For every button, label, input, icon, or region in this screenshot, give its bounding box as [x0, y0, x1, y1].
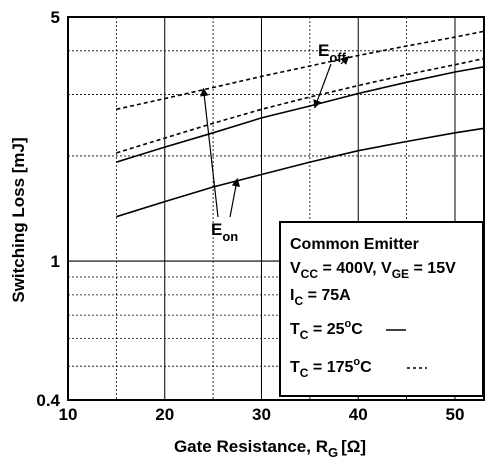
e-on-arrow-solid — [229, 177, 241, 218]
conditions-line-1: Common Emitter — [290, 236, 419, 253]
e-off-label: Eoff — [318, 41, 347, 65]
conditions-box: Common Emitter VCC = 400V, VGE = 15V IC … — [279, 221, 484, 397]
y-axis-title: Switching Loss [mJ] — [9, 137, 28, 302]
e-off-25c-curve — [116, 66, 485, 163]
plot-frame — [67, 16, 485, 401]
x-tick-label: 10 — [59, 405, 78, 424]
conditions-line-2: VCC = 400V, VGE = 15V — [290, 260, 456, 281]
x-tick-label: 20 — [155, 405, 174, 424]
tick-labels: 10 20 30 40 50 0.4 1 5 — [36, 8, 464, 424]
e-on-label: Eon — [211, 220, 238, 244]
e-on-25c-curve — [116, 127, 485, 218]
x-tick-label: 30 — [252, 405, 271, 424]
annotation-arrows — [200, 56, 350, 218]
conditions-line-4: TC = 25oC — [290, 318, 363, 342]
y-tick-label: 1 — [51, 252, 60, 271]
x-tick-label: 40 — [349, 405, 368, 424]
x-axis-title: Gate Resistance, RG [Ω] — [174, 437, 366, 460]
series-curves — [116, 30, 485, 218]
conditions-line-5: TC = 175oC — [290, 356, 372, 380]
y-tick-label: 0.4 — [36, 391, 60, 410]
e-on-175c-curve — [116, 57, 485, 154]
conditions-box-frame — [279, 221, 484, 397]
conditions-line-3: IC = 75A — [290, 287, 351, 308]
e-off-arrow-dashed — [340, 56, 350, 65]
e-on-arrow-dashed — [200, 87, 219, 218]
e-off-arrow-solid — [313, 63, 332, 109]
e-off-175c-curve — [116, 30, 485, 111]
x-tick-label: 50 — [446, 405, 465, 424]
y-tick-label: 5 — [51, 8, 60, 27]
